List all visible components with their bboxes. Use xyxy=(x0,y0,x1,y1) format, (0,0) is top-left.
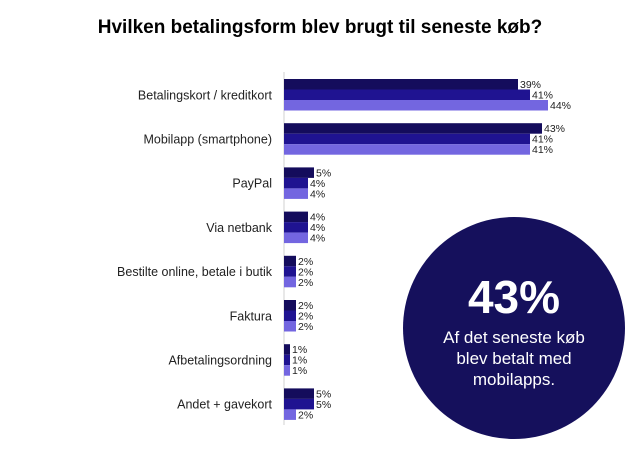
bar xyxy=(284,388,314,399)
bar xyxy=(284,276,296,288)
data-label: 2% xyxy=(298,277,313,289)
data-label: 39% xyxy=(520,79,541,91)
bar xyxy=(284,300,296,311)
bar xyxy=(284,133,530,145)
data-label: 43% xyxy=(544,123,565,135)
bar xyxy=(284,354,290,366)
data-label: 1% xyxy=(292,365,307,377)
category-label: Afbetalingsordning xyxy=(168,353,272,367)
bar xyxy=(284,266,296,277)
category-label: Andet + gavekort xyxy=(177,398,272,412)
category-label: Via netbank xyxy=(206,221,273,235)
callout-text: Af det seneste køb blev betalt med mobil… xyxy=(443,328,585,389)
data-label: 4% xyxy=(310,222,325,234)
bar xyxy=(284,365,290,376)
bar xyxy=(284,89,530,100)
bar xyxy=(284,211,308,223)
bar xyxy=(284,321,296,332)
data-label: 5% xyxy=(316,399,331,411)
data-label: 2% xyxy=(298,311,313,323)
bar xyxy=(284,222,308,233)
category-label: Betalingskort / kreditkort xyxy=(138,88,273,102)
data-label: 2% xyxy=(298,256,313,268)
data-label: 41% xyxy=(532,144,553,156)
data-label: 4% xyxy=(310,233,325,245)
data-label: 2% xyxy=(298,409,313,421)
data-label: 1% xyxy=(292,344,307,356)
chart-title: Hvilken betalingsform blev brugt til sen… xyxy=(97,17,543,38)
bar xyxy=(284,409,296,420)
category-label: PayPal xyxy=(232,177,272,191)
bar xyxy=(284,255,296,267)
data-label: 41% xyxy=(532,134,553,146)
bar xyxy=(284,398,314,410)
category-label: Mobilapp (smartphone) xyxy=(143,132,272,146)
data-label: 2% xyxy=(298,300,313,312)
data-label: 4% xyxy=(310,188,325,200)
bar xyxy=(284,232,308,244)
bar xyxy=(284,79,518,90)
data-label: 44% xyxy=(550,100,571,112)
callout-value: 43% xyxy=(467,271,561,323)
data-label: 5% xyxy=(316,388,331,400)
bar xyxy=(284,177,308,189)
bar xyxy=(284,100,548,111)
callout-circle: 43% Af det seneste køb blev betalt med m… xyxy=(403,217,625,439)
data-label: 4% xyxy=(310,178,325,190)
category-label: Faktura xyxy=(230,309,272,323)
data-label: 4% xyxy=(310,212,325,224)
data-label: 2% xyxy=(298,321,313,333)
data-label: 41% xyxy=(532,90,553,102)
category-label: Bestilte online, betale i butik xyxy=(117,265,273,279)
data-label: 5% xyxy=(316,167,331,179)
data-label: 2% xyxy=(298,266,313,278)
bar xyxy=(284,188,308,199)
bar xyxy=(284,123,542,134)
bar xyxy=(284,167,314,178)
data-label: 1% xyxy=(292,355,307,367)
bar xyxy=(284,310,296,321)
bar xyxy=(284,344,290,355)
bar xyxy=(284,144,530,155)
